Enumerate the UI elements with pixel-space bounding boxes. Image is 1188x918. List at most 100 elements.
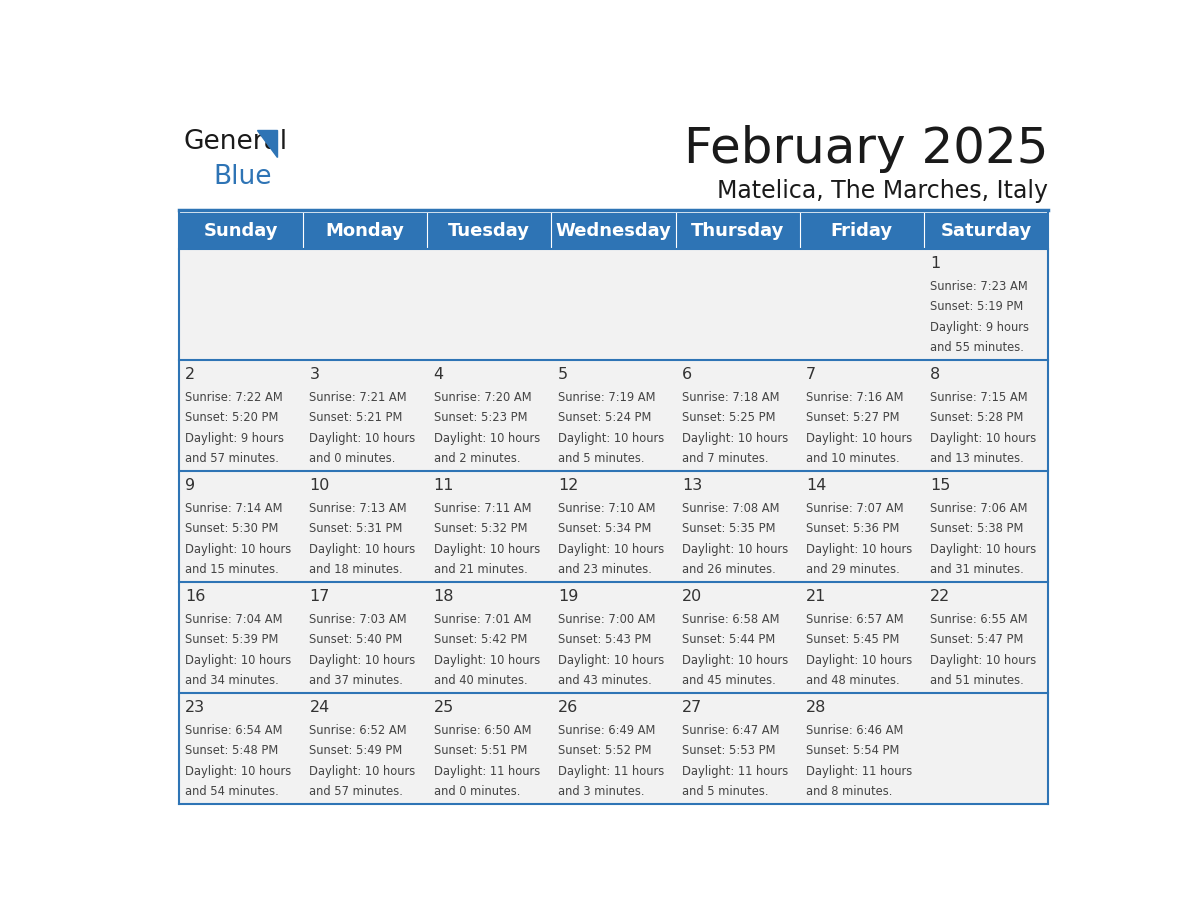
Text: Friday: Friday bbox=[830, 222, 893, 240]
Text: Sunrise: 7:08 AM: Sunrise: 7:08 AM bbox=[682, 502, 779, 515]
Bar bbox=[303, 693, 428, 804]
Text: Daylight: 10 hours: Daylight: 10 hours bbox=[930, 654, 1037, 666]
Text: Daylight: 10 hours: Daylight: 10 hours bbox=[807, 654, 912, 666]
Text: and 34 minutes.: and 34 minutes. bbox=[185, 675, 279, 688]
Text: and 54 minutes.: and 54 minutes. bbox=[185, 785, 279, 799]
Text: Sunset: 5:30 PM: Sunset: 5:30 PM bbox=[185, 522, 279, 535]
Bar bbox=[551, 471, 676, 582]
Text: Sunset: 5:36 PM: Sunset: 5:36 PM bbox=[807, 522, 899, 535]
Text: Daylight: 10 hours: Daylight: 10 hours bbox=[807, 431, 912, 445]
Text: 28: 28 bbox=[807, 700, 827, 715]
Bar bbox=[179, 471, 303, 582]
Text: and 57 minutes.: and 57 minutes. bbox=[310, 785, 404, 799]
Bar bbox=[303, 250, 428, 361]
Text: 24: 24 bbox=[310, 700, 330, 715]
Text: Daylight: 11 hours: Daylight: 11 hours bbox=[682, 765, 788, 778]
Text: and 13 minutes.: and 13 minutes. bbox=[930, 453, 1024, 465]
Text: Daylight: 10 hours: Daylight: 10 hours bbox=[930, 543, 1037, 555]
Text: and 29 minutes.: and 29 minutes. bbox=[807, 564, 899, 577]
Bar bbox=[924, 471, 1048, 582]
Text: and 31 minutes.: and 31 minutes. bbox=[930, 564, 1024, 577]
Text: Sunrise: 7:11 AM: Sunrise: 7:11 AM bbox=[434, 502, 531, 515]
Bar bbox=[179, 582, 303, 693]
Text: Tuesday: Tuesday bbox=[448, 222, 530, 240]
Text: 1: 1 bbox=[930, 256, 941, 272]
Text: Sunset: 5:28 PM: Sunset: 5:28 PM bbox=[930, 411, 1024, 424]
Text: Sunrise: 6:49 AM: Sunrise: 6:49 AM bbox=[558, 723, 656, 737]
Text: Matelica, The Marches, Italy: Matelica, The Marches, Italy bbox=[718, 179, 1048, 204]
Text: Daylight: 10 hours: Daylight: 10 hours bbox=[682, 543, 788, 555]
Text: Daylight: 10 hours: Daylight: 10 hours bbox=[434, 431, 539, 445]
Text: 21: 21 bbox=[807, 589, 827, 604]
Text: Daylight: 10 hours: Daylight: 10 hours bbox=[682, 431, 788, 445]
Text: 12: 12 bbox=[558, 478, 579, 494]
Text: and 43 minutes.: and 43 minutes. bbox=[558, 675, 651, 688]
Text: Sunrise: 7:04 AM: Sunrise: 7:04 AM bbox=[185, 612, 283, 626]
Text: Sunrise: 7:10 AM: Sunrise: 7:10 AM bbox=[558, 502, 656, 515]
Text: and 8 minutes.: and 8 minutes. bbox=[807, 785, 892, 799]
Text: Daylight: 10 hours: Daylight: 10 hours bbox=[682, 654, 788, 666]
Text: Sunrise: 6:52 AM: Sunrise: 6:52 AM bbox=[310, 723, 407, 737]
Text: Sunrise: 7:13 AM: Sunrise: 7:13 AM bbox=[310, 502, 407, 515]
Text: 4: 4 bbox=[434, 367, 444, 383]
Text: Sunset: 5:52 PM: Sunset: 5:52 PM bbox=[558, 744, 651, 757]
Text: Daylight: 11 hours: Daylight: 11 hours bbox=[558, 765, 664, 778]
Text: 9: 9 bbox=[185, 478, 196, 494]
Text: and 51 minutes.: and 51 minutes. bbox=[930, 675, 1024, 688]
Text: Sunrise: 7:23 AM: Sunrise: 7:23 AM bbox=[930, 280, 1028, 293]
Text: Sunrise: 6:47 AM: Sunrise: 6:47 AM bbox=[682, 723, 779, 737]
Text: 19: 19 bbox=[558, 589, 579, 604]
Text: 15: 15 bbox=[930, 478, 950, 494]
Text: Daylight: 10 hours: Daylight: 10 hours bbox=[185, 765, 291, 778]
Bar bbox=[428, 361, 551, 471]
Text: and 2 minutes.: and 2 minutes. bbox=[434, 453, 520, 465]
Text: Daylight: 10 hours: Daylight: 10 hours bbox=[185, 543, 291, 555]
Text: and 18 minutes.: and 18 minutes. bbox=[310, 564, 403, 577]
Text: and 3 minutes.: and 3 minutes. bbox=[558, 785, 644, 799]
Text: and 48 minutes.: and 48 minutes. bbox=[807, 675, 899, 688]
Text: Daylight: 9 hours: Daylight: 9 hours bbox=[930, 321, 1029, 334]
Text: 17: 17 bbox=[310, 589, 330, 604]
Text: Sunset: 5:45 PM: Sunset: 5:45 PM bbox=[807, 633, 899, 646]
Bar bbox=[303, 471, 428, 582]
Text: and 0 minutes.: and 0 minutes. bbox=[434, 785, 520, 799]
Text: Sunrise: 7:18 AM: Sunrise: 7:18 AM bbox=[682, 391, 779, 404]
Bar bbox=[428, 693, 551, 804]
Text: Sunrise: 6:46 AM: Sunrise: 6:46 AM bbox=[807, 723, 904, 737]
Text: Sunset: 5:53 PM: Sunset: 5:53 PM bbox=[682, 744, 776, 757]
Bar bbox=[303, 361, 428, 471]
Text: Daylight: 11 hours: Daylight: 11 hours bbox=[434, 765, 539, 778]
Text: Sunset: 5:25 PM: Sunset: 5:25 PM bbox=[682, 411, 776, 424]
Text: Sunrise: 7:19 AM: Sunrise: 7:19 AM bbox=[558, 391, 656, 404]
Text: Sunset: 5:47 PM: Sunset: 5:47 PM bbox=[930, 633, 1024, 646]
Text: Sunset: 5:32 PM: Sunset: 5:32 PM bbox=[434, 522, 527, 535]
Bar bbox=[924, 582, 1048, 693]
Bar bbox=[924, 693, 1048, 804]
Text: Sunrise: 6:54 AM: Sunrise: 6:54 AM bbox=[185, 723, 283, 737]
Text: Sunset: 5:49 PM: Sunset: 5:49 PM bbox=[310, 744, 403, 757]
Text: and 5 minutes.: and 5 minutes. bbox=[682, 785, 769, 799]
Text: and 23 minutes.: and 23 minutes. bbox=[558, 564, 652, 577]
Text: Daylight: 10 hours: Daylight: 10 hours bbox=[930, 431, 1037, 445]
Bar bbox=[428, 250, 551, 361]
Text: Daylight: 11 hours: Daylight: 11 hours bbox=[807, 765, 912, 778]
Text: 8: 8 bbox=[930, 367, 941, 383]
Text: 20: 20 bbox=[682, 589, 702, 604]
Text: Sunset: 5:19 PM: Sunset: 5:19 PM bbox=[930, 300, 1024, 313]
Text: and 0 minutes.: and 0 minutes. bbox=[310, 453, 396, 465]
Text: Sunset: 5:42 PM: Sunset: 5:42 PM bbox=[434, 633, 527, 646]
Text: Sunset: 5:40 PM: Sunset: 5:40 PM bbox=[310, 633, 403, 646]
Text: 26: 26 bbox=[558, 700, 579, 715]
Bar bbox=[676, 250, 800, 361]
Text: Daylight: 10 hours: Daylight: 10 hours bbox=[558, 654, 664, 666]
Text: Daylight: 10 hours: Daylight: 10 hours bbox=[310, 543, 416, 555]
Bar bbox=[551, 361, 676, 471]
Text: Daylight: 10 hours: Daylight: 10 hours bbox=[558, 431, 664, 445]
Text: 3: 3 bbox=[310, 367, 320, 383]
Text: Sunset: 5:24 PM: Sunset: 5:24 PM bbox=[558, 411, 651, 424]
Text: Saturday: Saturday bbox=[941, 222, 1031, 240]
Text: Sunrise: 7:22 AM: Sunrise: 7:22 AM bbox=[185, 391, 283, 404]
Bar bbox=[676, 361, 800, 471]
Text: 5: 5 bbox=[558, 367, 568, 383]
Text: Sunrise: 7:03 AM: Sunrise: 7:03 AM bbox=[310, 612, 407, 626]
